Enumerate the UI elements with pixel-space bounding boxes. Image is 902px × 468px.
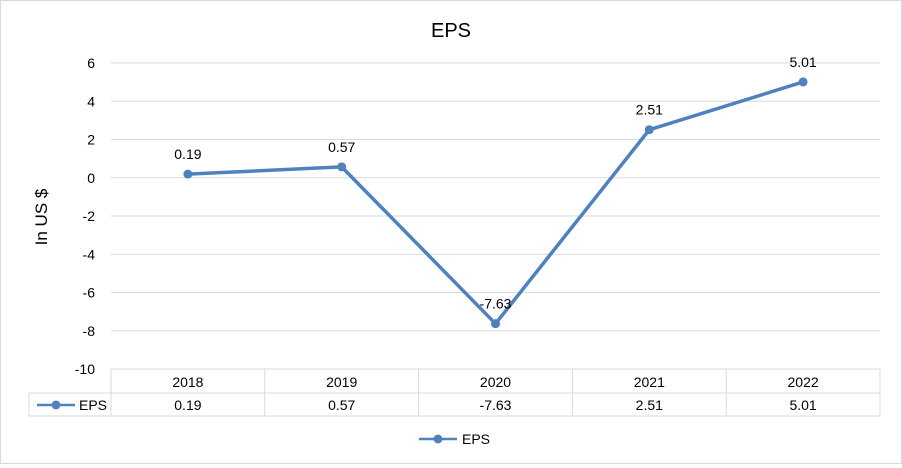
y-tick-label: -8 xyxy=(83,323,96,339)
eps-data-point xyxy=(644,125,654,135)
table-row-label: EPS xyxy=(79,397,107,413)
data-table: 2018 2019 2020 2021 2022 0.19 0.57 -7.63 2.51 5.0… xyxy=(28,368,881,417)
table-legend-key-marker xyxy=(51,400,61,410)
eps-series-line xyxy=(186,80,805,326)
x-tick-label: 2021 xyxy=(634,374,665,390)
y-axis-label: In US $ xyxy=(32,188,51,245)
legend-label: EPS xyxy=(462,431,490,447)
table-cell-value: 2.51 xyxy=(636,397,663,413)
data-label: 2.51 xyxy=(636,102,663,118)
y-tick-label: -2 xyxy=(83,208,96,224)
table-cell-value: 5.01 xyxy=(789,397,816,413)
x-tick-label: 2022 xyxy=(788,374,819,390)
data-label: 0.57 xyxy=(328,139,355,155)
table-cell-value: 0.57 xyxy=(328,397,355,413)
legend-key-marker xyxy=(433,434,443,444)
eps-data-point xyxy=(183,169,193,179)
table-cell-value: 0.19 xyxy=(174,397,201,413)
y-axis-ticks: 6 4 2 0 -2 -4 -6 -8 -10 xyxy=(75,55,95,377)
data-label: 5.01 xyxy=(789,54,816,70)
y-tick-label: 0 xyxy=(87,170,95,186)
eps-data-point xyxy=(337,162,347,172)
data-label: 0.19 xyxy=(174,146,201,162)
y-tick-label: -4 xyxy=(83,246,96,262)
x-tick-label: 2019 xyxy=(326,374,357,390)
x-tick-label: 2018 xyxy=(172,374,203,390)
y-tick-label: 4 xyxy=(87,93,95,109)
y-tick-label: 2 xyxy=(87,132,95,148)
chart-title: EPS xyxy=(431,20,471,42)
legend: EPS xyxy=(419,431,490,447)
gridlines xyxy=(111,62,880,332)
eps-data-point xyxy=(491,319,500,329)
y-tick-label: -6 xyxy=(83,285,96,301)
table-cell-value: -7.63 xyxy=(480,397,512,413)
data-label: -7.63 xyxy=(480,296,512,312)
y-tick-label: -10 xyxy=(75,361,95,377)
eps-data-point xyxy=(798,77,808,87)
y-tick-label: 6 xyxy=(87,55,95,71)
series-layer: 0.19 0.57 -7.63 2.51 5.01 xyxy=(174,54,817,329)
x-tick-label: 2020 xyxy=(480,374,511,390)
